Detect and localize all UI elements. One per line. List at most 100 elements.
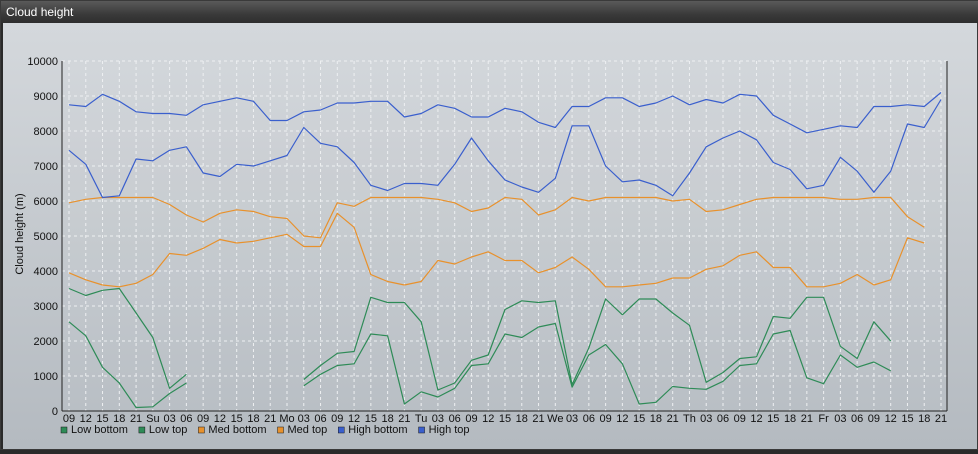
legend-item[interactable]: Low top: [138, 424, 188, 436]
x-tick-label: 15: [96, 413, 108, 425]
x-tick-label: 03: [432, 413, 444, 425]
legend-label: Med top: [288, 424, 328, 436]
x-tick-label: 12: [616, 413, 628, 425]
series-line: [68, 92, 942, 134]
series-high-bottom: [68, 99, 942, 199]
legend[interactable]: Low bottom Low top Med bottom Med top High b…: [60, 424, 470, 436]
x-tick-label: 18: [650, 413, 662, 425]
y-tick-labels: 0 1000 2000 3000 4000 5000 6000 7000 8000 9000 100…: [27, 56, 58, 418]
legend-item[interactable]: Low bottom: [60, 424, 128, 436]
legend-swatch: [418, 426, 425, 434]
y-tick-label: 5000: [34, 231, 58, 243]
legend-label: High top: [429, 424, 470, 436]
y-tick-label: 9000: [34, 91, 58, 103]
x-tick-label: 06: [180, 413, 192, 425]
x-tick-label: 15: [767, 413, 779, 425]
title-bar: Cloud height: [1, 1, 978, 23]
x-tick-label: Su: [146, 413, 159, 425]
cloud-height-chart: 09 12 15 18 21 Su 03 06 09 12 15 18 21 Mo 03 06 09 12 15 18…: [14, 56, 948, 436]
x-tick-label: Tu: [415, 413, 427, 425]
series-line: [68, 212, 925, 288]
axes: [61, 61, 948, 412]
x-tick-label: 15: [901, 413, 913, 425]
x-tick-label: 06: [583, 413, 595, 425]
x-tick-label: 18: [784, 413, 796, 425]
x-tick-label: 18: [516, 413, 528, 425]
x-tick-label: 12: [885, 413, 897, 425]
x-tick-label: 21: [935, 413, 947, 425]
legend-swatch: [338, 426, 345, 434]
x-tick-label: 15: [633, 413, 645, 425]
x-tick-label: Fr: [818, 413, 829, 425]
window-title: Cloud height: [6, 5, 74, 19]
series-high-top: [68, 92, 942, 134]
x-tick-label: 21: [130, 413, 142, 425]
x-tick-label: Mo: [279, 413, 294, 425]
series-low-bottom: [68, 321, 891, 409]
x-tick-label: We: [547, 413, 563, 425]
y-tick-label: 1000: [34, 371, 58, 383]
y-axis-label: Cloud height (m): [14, 193, 26, 274]
x-tick-label: 18: [381, 413, 393, 425]
x-tick-label: 06: [717, 413, 729, 425]
x-tick-labels: 09 12 15 18 21 Su 03 06 09 12 15 18 21 Mo 03 06 09 12 15 18…: [63, 413, 947, 425]
legend-swatch: [198, 426, 205, 434]
x-tick-label: 03: [163, 413, 175, 425]
y-tick-label: 0: [52, 406, 58, 418]
legend-item[interactable]: High top: [418, 424, 470, 436]
series-med-bottom: [68, 212, 925, 288]
legend-item[interactable]: Med top: [277, 424, 328, 436]
x-tick-label: 18: [918, 413, 930, 425]
legend-label: Low top: [149, 424, 188, 436]
x-tick-label: 09: [599, 413, 611, 425]
y-tick-label: 4000: [34, 266, 58, 278]
x-tick-label: 21: [667, 413, 679, 425]
y-tick-label: 6000: [34, 196, 58, 208]
legend-label: Low bottom: [71, 424, 128, 436]
x-tick-label: 09: [465, 413, 477, 425]
y-tick-label: 3000: [34, 301, 58, 313]
chart-panel: 09 12 15 18 21 Su 03 06 09 12 15 18 21 Mo 03 06 09 12 15 18…: [3, 23, 977, 449]
x-tick-label: 21: [801, 413, 813, 425]
y-tick-label: 2000: [34, 336, 58, 348]
x-tick-label: 12: [348, 413, 360, 425]
x-tick-label: 18: [247, 413, 259, 425]
x-tick-label: 12: [482, 413, 494, 425]
grid-lines: [62, 60, 947, 412]
series-line: [68, 321, 891, 409]
series-layer: [68, 92, 942, 409]
x-tick-label: 09: [63, 413, 75, 425]
y-tick-label: 7000: [34, 161, 58, 173]
series-line: [68, 287, 892, 391]
x-tick-label: 12: [80, 413, 92, 425]
x-tick-label: 09: [868, 413, 880, 425]
x-tick-label: 06: [851, 413, 863, 425]
x-tick-label: 21: [532, 413, 544, 425]
legend-label: Med bottom: [208, 424, 266, 436]
legend-item[interactable]: Med bottom: [198, 424, 267, 436]
x-tick-label: 03: [700, 413, 712, 425]
series-med-top: [68, 196, 925, 239]
series-line: [68, 196, 925, 239]
legend-item[interactable]: High bottom: [338, 424, 408, 436]
x-tick-label: 03: [298, 413, 310, 425]
x-tick-label: 21: [264, 413, 276, 425]
series-line: [68, 99, 942, 199]
legend-swatch: [138, 426, 146, 434]
x-tick-label: 15: [499, 413, 511, 425]
x-tick-label: 09: [734, 413, 746, 425]
x-tick-label: 15: [365, 413, 377, 425]
series-low-top: [68, 287, 892, 391]
x-tick-label: 18: [113, 413, 125, 425]
x-tick-label: 06: [449, 413, 461, 425]
x-tick-label: 09: [197, 413, 209, 425]
x-tick-label: 12: [750, 413, 762, 425]
x-tick-label: 09: [331, 413, 343, 425]
y-tick-label: 10000: [27, 56, 58, 68]
legend-swatch: [60, 426, 68, 434]
x-tick-label: 21: [398, 413, 410, 425]
x-tick-label: 06: [314, 413, 326, 425]
legend-swatch: [277, 426, 284, 434]
legend-label: High bottom: [348, 424, 407, 436]
